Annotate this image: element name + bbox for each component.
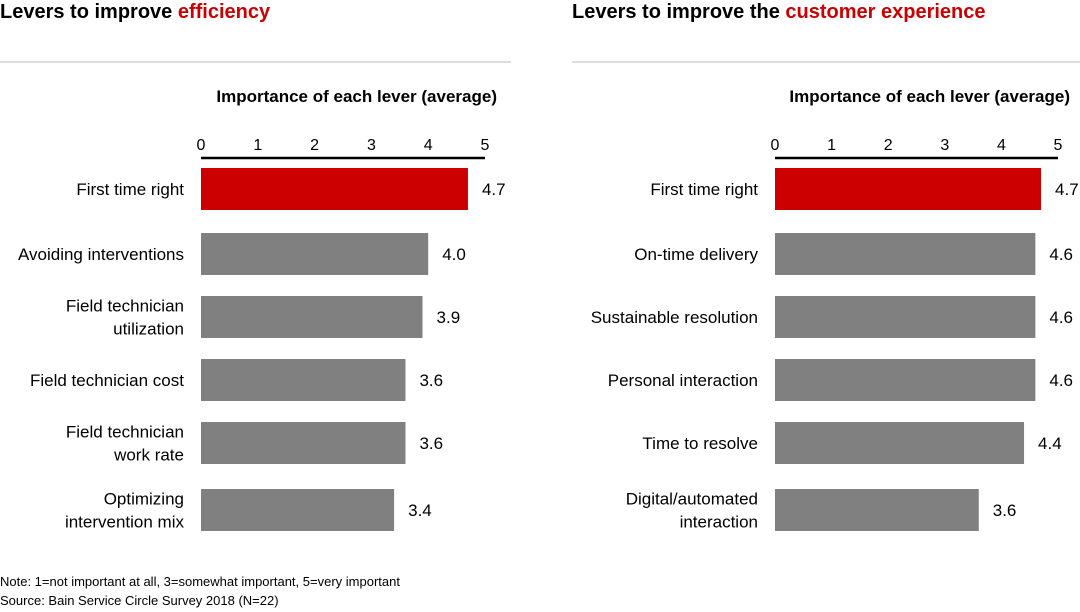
category-label: Field technician bbox=[66, 297, 184, 316]
data-label: 4.6 bbox=[1049, 245, 1073, 264]
x-tick-label: 3 bbox=[367, 137, 376, 154]
x-tick-label: 4 bbox=[424, 137, 433, 154]
bar-1 bbox=[201, 233, 429, 275]
data-label: 4.4 bbox=[1038, 434, 1062, 453]
x-tick-label: 0 bbox=[197, 137, 206, 154]
category-label: Digital/automated bbox=[626, 490, 758, 509]
data-label: 4.0 bbox=[442, 245, 466, 264]
category-label: First time right bbox=[76, 180, 184, 199]
data-label: 3.6 bbox=[993, 501, 1017, 520]
right-panel-title: Levers to improve the customer experienc… bbox=[572, 1, 986, 24]
category-label: Personal interaction bbox=[608, 371, 758, 390]
bar-3 bbox=[201, 359, 406, 401]
chart-subtitle: Importance of each lever (average) bbox=[789, 87, 1070, 106]
note-text: Note: 1=not important at all, 3=somewhat… bbox=[0, 574, 400, 589]
category-label: Field technician bbox=[66, 423, 184, 442]
bar-2 bbox=[201, 296, 423, 338]
x-tick-label: 5 bbox=[1054, 137, 1063, 154]
x-tick-label: 1 bbox=[253, 137, 262, 154]
bar-1 bbox=[775, 233, 1036, 275]
left-divider bbox=[0, 61, 511, 63]
x-tick-label: 0 bbox=[771, 137, 780, 154]
data-label: 3.9 bbox=[437, 308, 461, 327]
x-tick-label: 2 bbox=[884, 137, 893, 154]
x-tick-label: 4 bbox=[997, 137, 1006, 154]
category-label: intervention mix bbox=[65, 513, 185, 532]
x-tick-label: 5 bbox=[481, 137, 490, 154]
category-label: utilization bbox=[113, 320, 184, 339]
data-label: 4.7 bbox=[1055, 180, 1079, 199]
category-label: Time to resolve bbox=[642, 434, 758, 453]
data-label: 4.6 bbox=[1049, 371, 1073, 390]
bar-0 bbox=[201, 168, 468, 210]
category-label: Sustainable resolution bbox=[591, 308, 758, 327]
left-title-text: Levers to improve bbox=[0, 1, 173, 23]
bar-5 bbox=[201, 489, 395, 531]
bar-2 bbox=[775, 296, 1036, 338]
source-text: Source: Bain Service Circle Survey 2018 … bbox=[0, 593, 279, 608]
category-label: interaction bbox=[680, 513, 758, 532]
right-divider bbox=[572, 61, 1080, 63]
x-tick-label: 1 bbox=[827, 137, 836, 154]
bar-5 bbox=[775, 489, 979, 531]
data-label: 3.6 bbox=[419, 434, 443, 453]
x-tick-label: 3 bbox=[940, 137, 949, 154]
customer-experience-chart: Importance of each lever (average) 0 1 2 3 4 5… bbox=[591, 87, 1079, 532]
x-tick-label: 2 bbox=[310, 137, 319, 154]
data-label: 4.6 bbox=[1049, 308, 1073, 327]
right-title-highlight: customer experience bbox=[785, 1, 986, 23]
left-panel-title: Levers to improve efficiency bbox=[0, 1, 270, 24]
left-title-highlight: efficiency bbox=[177, 1, 271, 23]
bar-0 bbox=[775, 168, 1042, 210]
chart-subtitle: Importance of each lever (average) bbox=[216, 87, 497, 106]
category-label: Field technician cost bbox=[30, 371, 184, 390]
right-title-text: Levers to improve the bbox=[572, 1, 780, 23]
bar-4 bbox=[775, 422, 1025, 464]
category-label: First time right bbox=[650, 180, 758, 199]
efficiency-chart: Importance of each lever (average) 0 1 2 3 4 5… bbox=[18, 87, 506, 532]
bar-3 bbox=[775, 359, 1036, 401]
bar-4 bbox=[201, 422, 406, 464]
category-label: work rate bbox=[113, 446, 184, 465]
data-label: 3.4 bbox=[408, 501, 432, 520]
data-label: 3.6 bbox=[419, 371, 443, 390]
category-label: Avoiding interventions bbox=[18, 245, 184, 264]
category-label: On-time delivery bbox=[634, 245, 758, 264]
data-label: 4.7 bbox=[482, 180, 506, 199]
category-label: Optimizing bbox=[104, 490, 184, 509]
